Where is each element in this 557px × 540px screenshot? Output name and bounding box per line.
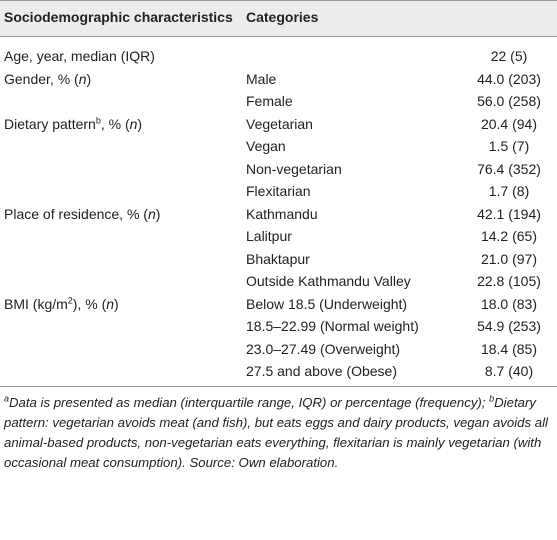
header-cell: Sociodemographic characteristics bbox=[0, 0, 242, 37]
category-cell: Lalitpur bbox=[246, 228, 292, 245]
category-cell: Non-vegetarian bbox=[246, 160, 342, 177]
text-run: n bbox=[147, 205, 156, 222]
row-label-cell bbox=[0, 360, 242, 387]
value-cell: 14.2 (65) bbox=[480, 228, 538, 245]
table-row: 23.0–27.49 (Overweight) 18.4 (85) bbox=[0, 338, 557, 361]
table-row: Lalitpur 14.2 (65) bbox=[0, 225, 557, 248]
category-cell: Outside Kathmandu Valley bbox=[246, 273, 411, 290]
text-run: Data is presented as median (interquarti… bbox=[9, 394, 490, 410]
category-cell: 23.0–27.49 (Overweight) bbox=[246, 340, 401, 357]
text-run: b bbox=[489, 393, 495, 404]
table-container: Sociodemographic characteristics Categor… bbox=[0, 0, 557, 473]
row-label-cell bbox=[0, 225, 242, 248]
value-cell: 44.0 (203) bbox=[477, 70, 541, 87]
row-label-cell bbox=[0, 158, 242, 181]
category-cell: Vegetarian bbox=[246, 115, 313, 132]
text-run: n bbox=[106, 295, 115, 312]
row-label-cell bbox=[0, 180, 242, 203]
text-run: n bbox=[78, 70, 87, 87]
table-row: 18.5–22.99 (Normal weight) 54.9 (253) bbox=[0, 315, 557, 338]
category-cell: Flexitarian bbox=[246, 183, 311, 200]
value-cell: 22.8 (105) bbox=[477, 273, 541, 290]
value-cell: 42.1 (194) bbox=[477, 205, 541, 222]
value-cell: 18.4 (85) bbox=[480, 340, 538, 357]
value-cell: 21.0 (97) bbox=[480, 250, 538, 267]
text-run: n bbox=[129, 115, 138, 132]
text-run: Dietary pattern: vegetarian avoids meat … bbox=[4, 394, 548, 470]
table-row: Age, year, median (IQR) 22 (5) bbox=[0, 37, 557, 68]
table-body: Age, year, median (IQR) 22 (5) Gender, % (… bbox=[0, 37, 557, 387]
row-label-cell: Place of residence, % (n) bbox=[0, 203, 242, 226]
table-row: Non-vegetarian 76.4 (352) bbox=[0, 158, 557, 181]
text-run: ) bbox=[155, 205, 161, 222]
table-row: Flexitarian 1.7 (8) bbox=[0, 180, 557, 203]
table-row: Outside Kathmandu Valley 22.8 (105) bbox=[0, 270, 557, 293]
table-header: Sociodemographic characteristics Categor… bbox=[0, 0, 557, 37]
row-label-cell: Dietary patternb, % (n) bbox=[0, 113, 242, 136]
value-cell: 20.4 (94) bbox=[480, 115, 538, 132]
data-table: Sociodemographic characteristics Categor… bbox=[0, 0, 557, 387]
table-row: Place of residence, % (n) Kathmandu 42.1 (… bbox=[0, 203, 557, 226]
value-cell: 56.0 (258) bbox=[477, 93, 541, 110]
value-cell: 1.7 (8) bbox=[488, 183, 530, 200]
category-cell: Kathmandu bbox=[246, 205, 318, 222]
row-label-cell bbox=[0, 270, 242, 293]
category-cell: 18.5–22.99 (Normal weight) bbox=[246, 318, 419, 335]
text-run: a bbox=[4, 393, 10, 404]
footnote: aData is presented as median (interquart… bbox=[0, 387, 557, 473]
row-label-cell bbox=[0, 315, 242, 338]
table-row: Female 56.0 (258) bbox=[0, 90, 557, 113]
row-label-cell bbox=[0, 135, 242, 158]
category-cell: Male bbox=[246, 70, 277, 87]
table-row: Dietary patternb, % (n) Vegetarian 20.4 (9… bbox=[0, 113, 557, 136]
text-run: Place of residence, % ( bbox=[4, 205, 148, 222]
text-run: , % ( bbox=[100, 115, 130, 132]
text-run: b bbox=[95, 115, 101, 126]
text-run: Gender, % ( bbox=[4, 70, 79, 87]
row-label-cell bbox=[0, 90, 242, 113]
text-run: ) bbox=[114, 295, 119, 312]
text-run: ) bbox=[137, 115, 143, 132]
text-run: ), % ( bbox=[72, 295, 107, 312]
text-run: ) bbox=[86, 70, 92, 87]
value-cell: 18.0 (83) bbox=[480, 295, 538, 312]
value-cell: 54.9 (253) bbox=[477, 318, 541, 335]
text-run: Dietary pattern bbox=[4, 115, 96, 132]
value-cell: 22 (5) bbox=[490, 48, 528, 65]
value-cell: 8.7 (40) bbox=[461, 360, 557, 387]
header-cell bbox=[461, 0, 557, 37]
value-cell: 1.5 (7) bbox=[488, 138, 530, 155]
category-cell bbox=[242, 37, 461, 68]
category-cell: Bhaktapur bbox=[246, 250, 310, 267]
header-row: Sociodemographic characteristics Categor… bbox=[0, 0, 557, 37]
table-row: Bhaktapur 21.0 (97) bbox=[0, 248, 557, 271]
row-label-cell: BMI (kg/m2), % (n) bbox=[0, 293, 242, 316]
table-row: Vegan 1.5 (7) bbox=[0, 135, 557, 158]
category-cell: Female bbox=[246, 93, 293, 110]
table-row: 27.5 and above (Obese) 8.7 (40) bbox=[0, 360, 557, 387]
table-row: BMI (kg/m2), % (n) Below 18.5 (Underweigh… bbox=[0, 293, 557, 316]
row-label-cell: Age, year, median (IQR) bbox=[0, 37, 242, 68]
text-run: Age, year, median (IQR) bbox=[4, 48, 155, 65]
table-row: Gender, % (n) Male 44.0 (203) bbox=[0, 68, 557, 91]
text-run: 2 bbox=[67, 295, 73, 306]
category-cell: Vegan bbox=[246, 138, 286, 155]
value-cell: 76.4 (352) bbox=[477, 160, 541, 177]
header-cell: Categories bbox=[242, 0, 461, 37]
text-run: BMI (kg/m bbox=[4, 295, 68, 312]
row-label-cell bbox=[0, 338, 242, 361]
category-cell: 27.5 and above (Obese) bbox=[242, 360, 461, 387]
row-label-cell: Gender, % (n) bbox=[0, 68, 242, 91]
row-label-cell bbox=[0, 248, 242, 271]
category-cell: Below 18.5 (Underweight) bbox=[246, 295, 408, 312]
